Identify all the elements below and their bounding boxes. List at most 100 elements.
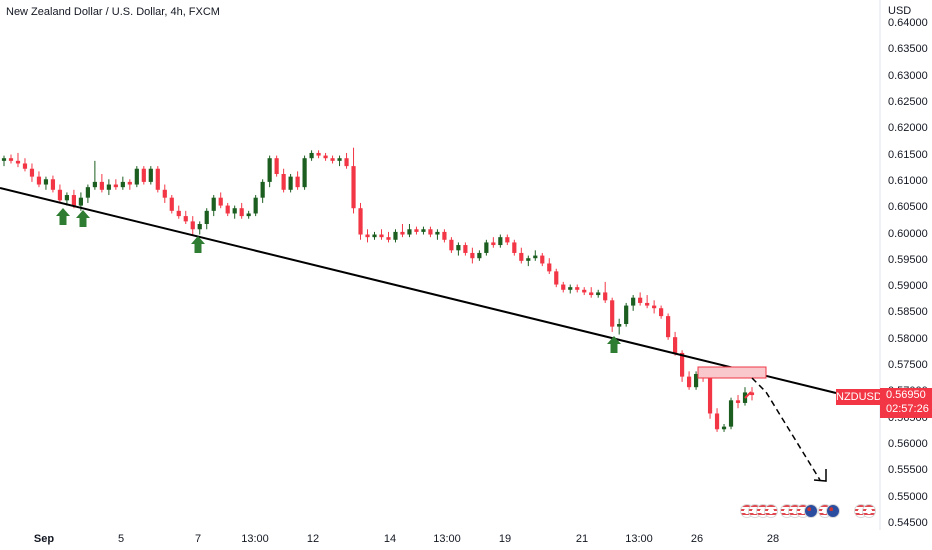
candle-body <box>183 216 188 222</box>
candle-up <box>204 208 209 230</box>
candle-up <box>211 195 216 217</box>
event-flags-2[interactable] <box>780 504 818 518</box>
time-tick-label: 19 <box>498 533 512 545</box>
candle-body <box>64 195 70 201</box>
candle-down <box>463 242 468 256</box>
candle-body <box>484 242 489 253</box>
candle-body <box>365 234 370 238</box>
candle-body <box>253 197 258 214</box>
candle-body <box>225 205 230 214</box>
candle-down <box>239 202 244 219</box>
price-tick-label: 0.63000 <box>888 69 928 82</box>
candle-body <box>218 197 223 206</box>
trendline <box>0 187 837 394</box>
candle-body <box>428 229 433 235</box>
candle-down <box>512 239 517 256</box>
candle-down <box>414 226 419 235</box>
candle-up <box>568 284 573 294</box>
candle-body <box>491 242 496 246</box>
candle-down <box>540 252 545 267</box>
candle-body <box>78 197 83 206</box>
candle-up <box>421 226 426 235</box>
candle-up <box>246 210 251 219</box>
candle-body <box>127 181 132 185</box>
candle-body <box>36 176 42 185</box>
candle-body <box>8 158 14 161</box>
candle-up <box>435 229 440 240</box>
nz-flag-icon[interactable] <box>804 504 818 518</box>
candle-down <box>155 166 160 193</box>
candle-down <box>50 175 56 193</box>
price-tick-label: 0.55000 <box>888 490 928 503</box>
candle-body <box>190 221 195 230</box>
candle-down <box>470 247 475 264</box>
candle-body <box>134 168 139 185</box>
candle-up <box>253 195 258 217</box>
price-tick-label: 0.59500 <box>888 253 928 266</box>
candle-up <box>624 302 629 327</box>
up-arrow-icon <box>191 236 205 253</box>
candle-down <box>218 192 223 209</box>
candle-up <box>721 424 727 432</box>
symbol-badge: NZDUSD <box>836 389 882 405</box>
candle-body <box>281 174 286 190</box>
candle-body <box>85 187 90 198</box>
candle-down <box>344 152 349 169</box>
candle-body <box>57 189 63 201</box>
candle-up <box>267 155 272 188</box>
candle-body <box>379 234 384 238</box>
candle-body <box>596 292 601 296</box>
last-price-badge: 0.56950 02:57:26 <box>880 388 932 418</box>
candle-body <box>50 179 56 190</box>
time-tick-label: Sep <box>33 533 55 545</box>
candle-body <box>547 263 552 272</box>
candle-up <box>728 397 734 430</box>
candle-down <box>400 224 405 238</box>
candle-body <box>610 300 615 327</box>
candle-down <box>365 229 370 243</box>
candle-down <box>113 179 118 190</box>
candle-body <box>330 158 335 161</box>
candle-body <box>372 234 377 238</box>
candle-up <box>631 295 636 311</box>
candle-up <box>484 239 489 256</box>
candle-down <box>491 237 496 248</box>
small-red-arrow <box>744 391 752 399</box>
buy-arrows <box>56 208 621 353</box>
candle-body <box>686 376 692 388</box>
candle-body <box>106 184 111 190</box>
candle-body <box>148 168 153 182</box>
us-flag-icon[interactable] <box>764 504 778 518</box>
candle-body <box>624 305 629 324</box>
candle-body <box>400 231 405 235</box>
time-tick-label: 7 <box>194 533 202 545</box>
candle-body <box>309 152 314 159</box>
candle-down <box>686 371 692 390</box>
candle-down <box>673 331 678 356</box>
candle-body <box>512 242 517 253</box>
candle-body <box>714 413 720 430</box>
candle-body <box>470 252 475 259</box>
event-flags-4[interactable] <box>854 504 876 518</box>
nz-flag-icon[interactable] <box>826 504 840 518</box>
candle-down <box>358 202 363 240</box>
candle-up <box>596 289 601 298</box>
candle-up <box>92 160 97 190</box>
candle-down <box>323 152 328 161</box>
candle-up <box>372 231 377 240</box>
candle-body <box>617 324 622 327</box>
event-flags-3[interactable] <box>818 504 840 518</box>
candle-up <box>477 250 482 261</box>
event-flags-1[interactable] <box>740 504 778 518</box>
candle-body <box>232 208 237 214</box>
candle-down <box>449 237 454 253</box>
candle-body <box>721 426 727 430</box>
candle-body <box>735 400 741 403</box>
candle-body <box>673 337 678 353</box>
candle-down <box>57 184 63 203</box>
candle-down <box>428 226 433 238</box>
candle-body <box>679 352 685 377</box>
us-flag-icon[interactable] <box>862 504 876 518</box>
candle-up <box>309 150 314 161</box>
